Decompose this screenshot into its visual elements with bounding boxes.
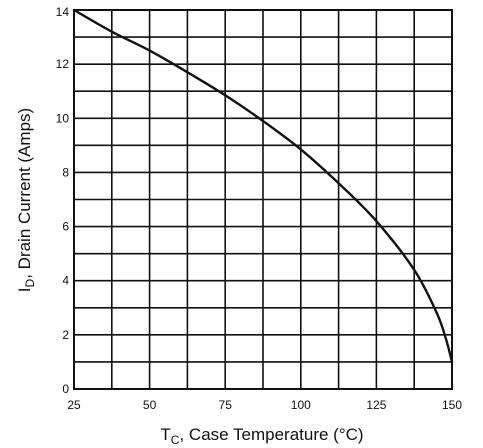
- y-axis-title-subscript: D: [23, 278, 37, 287]
- y-axis-title-main: I: [15, 287, 34, 292]
- y-tick-label: 6: [62, 220, 69, 234]
- series-layer: [72, 8, 454, 364]
- x-axis-title-main: T: [160, 425, 170, 444]
- drain-current-curve: [72, 8, 454, 364]
- y-axis-title-rest: , Drain Current (Amps): [15, 108, 34, 279]
- y-tick-label: 2: [62, 328, 69, 342]
- x-tick-label: 150: [442, 398, 462, 412]
- y-tick-labels: 0 2 4 6 8 10 12 14: [56, 5, 70, 396]
- x-tick-label: 75: [219, 398, 233, 412]
- x-axis-title-rest: , Case Temperature (°C): [179, 425, 363, 444]
- x-tick-labels: 25 50 75 100 125 150: [67, 398, 462, 412]
- y-tick-label: 12: [56, 57, 70, 71]
- x-tick-label: 100: [291, 398, 311, 412]
- plot-frame: [73, 9, 453, 390]
- y-axis-title: ID, Drain Current (Amps): [15, 108, 37, 292]
- x-tick-label: 25: [67, 398, 81, 412]
- y-tick-label: 14: [56, 5, 70, 19]
- x-axis-title-subscript: C: [171, 433, 180, 447]
- y-tick-label: 4: [62, 274, 69, 288]
- y-tick-label: 0: [62, 382, 69, 396]
- y-tick-label: 8: [62, 165, 69, 179]
- x-tick-label: 50: [143, 398, 157, 412]
- x-axis-title: TC, Case Temperature (°C): [160, 425, 363, 447]
- x-tick-label: 125: [366, 398, 386, 412]
- y-tick-label: 10: [56, 111, 70, 125]
